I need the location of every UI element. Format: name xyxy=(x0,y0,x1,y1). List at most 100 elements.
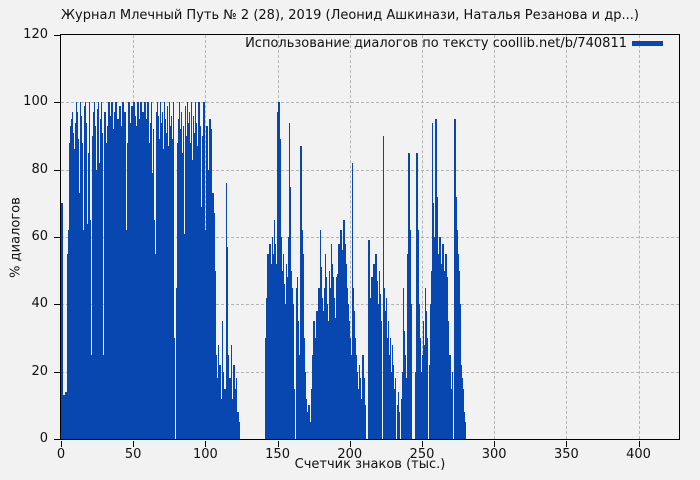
impulse-bar xyxy=(396,405,399,439)
impulse-bar xyxy=(179,129,182,439)
impulse-bar xyxy=(221,321,224,439)
impulse-bar xyxy=(441,287,443,439)
impulse-bar xyxy=(317,331,319,439)
impulse-bar xyxy=(313,321,315,439)
impulse-bar xyxy=(463,412,466,439)
impulse-bar xyxy=(335,277,338,439)
impulse-bar xyxy=(83,105,86,439)
x-tick xyxy=(61,441,62,447)
impulse-bar xyxy=(66,253,69,439)
impulse-bar xyxy=(423,344,426,439)
impulse-bar xyxy=(153,220,156,439)
x-tick xyxy=(494,441,496,447)
impulse-bar xyxy=(384,311,387,439)
impulse-bar xyxy=(132,129,134,439)
impulse-bar xyxy=(123,132,125,439)
impulse-bar xyxy=(181,152,184,439)
impulse-bar xyxy=(282,253,285,439)
impulse-bar xyxy=(398,412,401,439)
y-tick-label: 120 xyxy=(23,27,48,42)
impulse-bar xyxy=(430,270,433,439)
impulse-bar xyxy=(82,230,85,439)
impulse-bar xyxy=(200,206,202,439)
impulse-bar xyxy=(88,102,91,439)
impulse-bar xyxy=(206,125,208,439)
impulse-bar xyxy=(298,354,301,439)
impulse-bar xyxy=(362,354,364,439)
impulse-bar xyxy=(79,102,82,439)
impulse-bar xyxy=(276,112,279,439)
impulse-bar xyxy=(180,112,183,439)
impulse-bar xyxy=(445,253,447,439)
impulse-bar xyxy=(416,152,418,439)
impulse-bar xyxy=(217,344,220,439)
impulse-bar xyxy=(451,371,454,439)
impulse-bar xyxy=(197,146,199,439)
impulse-bar xyxy=(328,270,331,439)
impulse-bar xyxy=(136,125,138,439)
impulse-bar xyxy=(349,338,352,439)
impulse-bar xyxy=(330,243,333,439)
impulse-bar xyxy=(354,338,357,439)
impulse-bar xyxy=(167,146,170,439)
impulse-bar xyxy=(323,287,326,439)
impulse-bar xyxy=(443,270,445,439)
impulse-bar xyxy=(425,311,428,439)
impulse-bar xyxy=(169,125,172,439)
impulse-bar xyxy=(75,102,78,439)
impulse-bar xyxy=(275,263,278,439)
impulse-bar xyxy=(107,125,109,439)
impulse-bar xyxy=(409,230,411,439)
x-tick xyxy=(421,441,423,447)
impulse-bar xyxy=(182,125,185,439)
impulse-bar xyxy=(65,391,67,439)
impulse-bar xyxy=(195,122,198,439)
impulse-bar xyxy=(130,152,132,439)
impulse-bar xyxy=(316,311,318,439)
x-tick-label: 250 xyxy=(409,447,435,462)
impulse-bar xyxy=(454,119,456,439)
impulse-bar xyxy=(403,331,406,439)
impulse-bar xyxy=(124,112,126,439)
impulse-bar xyxy=(119,105,121,439)
impulse-bar xyxy=(72,132,75,439)
y-tick xyxy=(54,371,60,373)
impulse-bar xyxy=(273,220,276,439)
impulse-bar xyxy=(363,378,365,439)
y-tick-label: 20 xyxy=(31,363,48,379)
impulse-bar xyxy=(94,125,97,439)
impulse-bar xyxy=(422,321,425,439)
impulse-bar xyxy=(67,230,70,439)
impulse-bar xyxy=(226,247,229,439)
impulse-bar xyxy=(394,378,397,439)
impulse-bar xyxy=(268,270,270,439)
impulse-bar xyxy=(117,119,119,439)
impulse-bar xyxy=(145,119,147,439)
impulse-bar xyxy=(155,112,158,439)
impulse-bar xyxy=(170,115,173,439)
plot-area xyxy=(60,34,680,440)
impulse-bar xyxy=(379,294,382,439)
impulse-bar xyxy=(306,412,308,439)
impulse-bar xyxy=(211,237,213,439)
impulse-bar xyxy=(92,112,95,439)
impulse-bar xyxy=(357,388,360,439)
impulse-bar xyxy=(140,102,142,439)
impulse-bar xyxy=(215,354,217,439)
impulse-bar xyxy=(433,237,436,439)
impulse-bar xyxy=(447,321,449,439)
impulse-bar xyxy=(438,277,440,439)
impulse-bar xyxy=(285,263,288,439)
y-tick-label: 80 xyxy=(31,161,48,177)
y-tick xyxy=(54,439,60,440)
impulse-bar xyxy=(382,136,385,439)
impulse-bar xyxy=(198,102,200,439)
impulse-bar xyxy=(355,354,358,439)
impulse-bar xyxy=(311,388,313,439)
impulse-bar xyxy=(341,250,343,439)
x-tick-label: 200 xyxy=(337,447,363,462)
y-tick-label: 100 xyxy=(23,94,48,110)
x-tick xyxy=(277,441,279,447)
impulse-bar xyxy=(400,398,403,439)
impulse-bar xyxy=(224,388,226,439)
